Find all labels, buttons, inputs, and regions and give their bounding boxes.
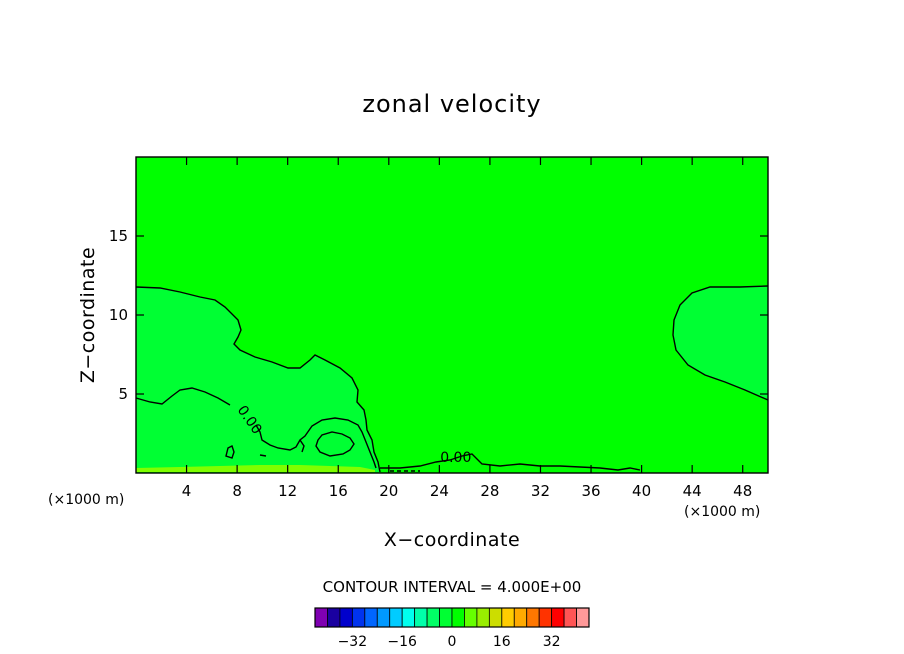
plot-area: 0.000.00	[135, 156, 769, 474]
colorbar-label: 16	[493, 634, 511, 650]
contour-line	[135, 286, 381, 473]
x-tick-label: 32	[531, 482, 550, 500]
y-tick-label: 15	[109, 227, 128, 245]
colorbar-swatch	[563, 607, 577, 628]
x-unit-left: (×1000 m)	[48, 492, 124, 508]
x-tick-label: 4	[182, 482, 192, 500]
y-axis: 5 10 15	[109, 227, 768, 403]
right-region	[673, 286, 768, 400]
chart-title: zonal velocity	[362, 90, 541, 118]
x-tick-label: 20	[379, 482, 398, 500]
contour-label: 0.00	[440, 450, 471, 466]
colorbar-swatch	[401, 607, 416, 628]
x-tick-label: 48	[733, 482, 752, 500]
colorbar-labels: −32 −16 0 16 32	[338, 634, 561, 650]
colorbar-swatch	[351, 607, 366, 628]
x-tick-label: 44	[683, 482, 702, 500]
colorbar-swatch	[476, 607, 490, 628]
contour-line	[315, 431, 355, 457]
colorbar	[314, 607, 590, 628]
colorbar-swatch	[451, 607, 465, 628]
colorbar-swatch	[389, 607, 403, 628]
x-axis: 4 8 12 16 20 24 28 32 36 40 44 48	[182, 157, 752, 500]
x-tick-label: 8	[232, 482, 242, 500]
surface-region	[136, 465, 375, 472]
colorbar-swatch	[513, 607, 528, 628]
contour-line	[135, 387, 231, 406]
contour-line	[380, 453, 641, 471]
contour-line	[672, 285, 769, 401]
x-tick-label: 16	[329, 482, 348, 500]
x-tick-label: 28	[480, 482, 499, 500]
colorbar-swatch	[339, 607, 353, 628]
colorbar-swatch	[526, 607, 540, 628]
colorbar-swatch	[327, 607, 341, 628]
contour-line	[255, 417, 377, 469]
x-tick-label: 24	[430, 482, 449, 500]
y-tick-label: 10	[109, 306, 128, 324]
colorbar-swatch	[439, 607, 453, 628]
colorbar-swatch	[364, 607, 378, 628]
colorbar-swatch	[414, 607, 428, 628]
y-axis-label: Z−coordinate	[77, 247, 99, 383]
colorbar-label: 0	[448, 634, 457, 650]
colorbar-swatch	[488, 607, 503, 628]
upper-left-region	[136, 287, 380, 472]
contour-line	[259, 454, 267, 457]
colorbar-swatch	[426, 607, 440, 628]
colorbar-swatch	[551, 607, 565, 628]
y-tick-label: 5	[118, 385, 128, 403]
colorbar-label: 32	[543, 634, 561, 650]
x-tick-label: 36	[581, 482, 600, 500]
colorbar-frame	[314, 607, 590, 628]
colorbar-swatch	[576, 607, 590, 628]
colorbar-label: −32	[338, 634, 368, 650]
contour-line	[225, 445, 235, 459]
colorbar-swatch	[464, 607, 478, 628]
colorbar-swatch	[376, 607, 391, 628]
colorbar-swatch	[538, 607, 553, 628]
x-axis-label: X−coordinate	[384, 529, 520, 551]
x-tick-label: 12	[278, 482, 297, 500]
x-unit-right: (×1000 m)	[684, 504, 760, 520]
colorbar-swatch	[501, 607, 515, 628]
x-tick-label: 40	[632, 482, 651, 500]
colorbar-label: −16	[387, 634, 417, 650]
contour-interval-text: CONTOUR INTERVAL = 4.000E+00	[323, 578, 582, 596]
contour-line	[299, 439, 305, 453]
colorbar-swatch	[314, 607, 328, 628]
